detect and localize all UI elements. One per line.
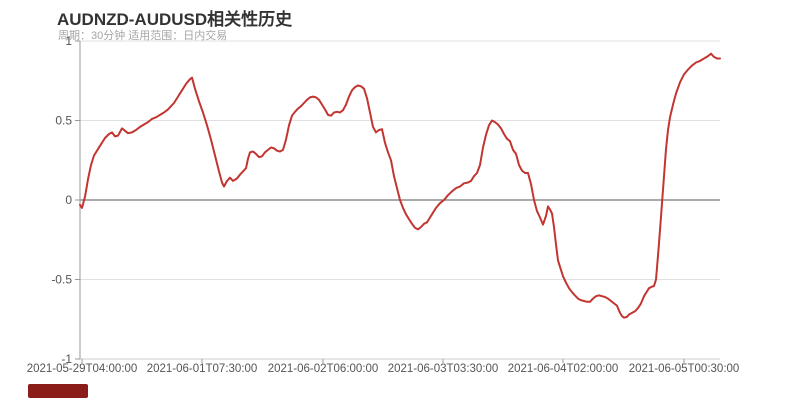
chart-title: AUDNZD-AUDUSD相关性历史 (57, 10, 293, 29)
y-axis-label: -0.5 (51, 273, 72, 287)
x-axis-label: 2021-06-04T02:00:00 (508, 363, 619, 375)
x-axis-label: 2021-06-01T07:30:00 (147, 363, 258, 375)
brand-badge (28, 384, 88, 398)
correlation-series-line (79, 52, 721, 319)
y-axis-label: 0.5 (55, 114, 72, 128)
x-axis-label: 2021-06-05T00:30:00 (629, 363, 740, 375)
y-axis-label: 1 (65, 34, 72, 48)
chart-subtitle: 周期：30分钟 适用范围：日内交易 (58, 30, 228, 42)
y-axis-label: 0 (65, 193, 72, 207)
x-axis-label: 2021-05-29T04:00:00 (27, 363, 138, 375)
x-axis-label: 2021-06-03T03:30:00 (388, 363, 499, 375)
y-axis-label: -1 (61, 352, 72, 366)
x-axis-label: 2021-06-02T06:00:00 (268, 363, 379, 375)
